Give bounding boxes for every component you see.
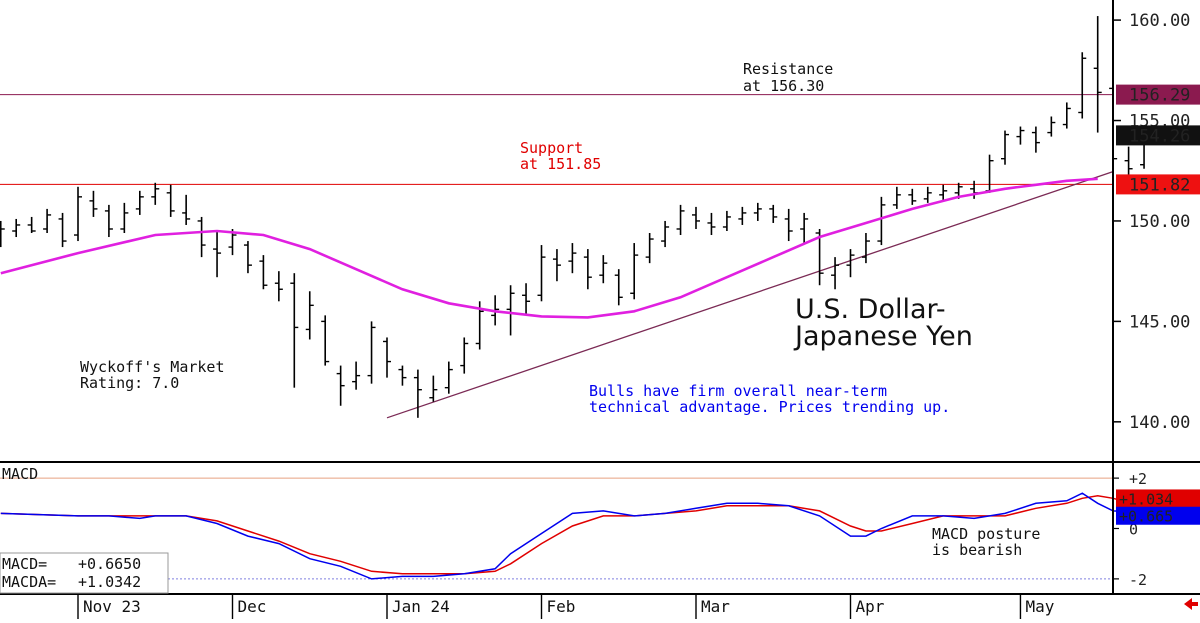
support-badge-label: 151.82 — [1129, 175, 1190, 195]
macd-tick-label: +2 — [1129, 470, 1147, 488]
date-tick-label: Nov 23 — [83, 597, 141, 616]
date-tick-label: Mar — [701, 597, 730, 616]
chart-title-line1: U.S. Dollar- — [795, 294, 946, 325]
macd-panel-label: MACD — [2, 465, 38, 483]
resistance-badge-label: 156.29 — [1129, 86, 1190, 106]
price-tick-label: 145.00 — [1129, 312, 1190, 332]
date-tick-label: Jan 24 — [392, 597, 450, 616]
macd-layer: +2 0 -2 +1.034+0.665 — [0, 470, 1200, 589]
last-price-badge-label: 154.26 — [1129, 126, 1190, 146]
macd-badge-label: +1.034 — [1119, 490, 1173, 508]
date-tick-label: Feb — [547, 597, 576, 616]
macd-readout-box — [0, 552, 169, 594]
macd-note-line1: MACD posture — [932, 525, 1040, 543]
last-price-badge-box — [1116, 125, 1200, 146]
comment-line2: technical advantage. Prices trending up. — [589, 398, 950, 416]
trendline — [386, 170, 1114, 419]
macda-readout-name: MACDA= — [2, 573, 56, 591]
price-tick-label: 160.00 — [1129, 11, 1190, 31]
macd-badge-label: +0.665 — [1119, 508, 1173, 526]
resistance-note-line2: at 156.30 — [743, 77, 824, 95]
rating-line2: Rating: 7.0 — [80, 374, 179, 392]
support-badge-box — [1116, 174, 1200, 195]
resistance-note-line1: Resistance — [743, 60, 833, 78]
macd-line — [0, 492, 1129, 580]
support-note-line2: at 151.85 — [520, 155, 601, 173]
date-tick-label: Apr — [856, 597, 885, 616]
moving-average-line — [0, 177, 1098, 319]
resistance-badge-box — [1116, 84, 1200, 105]
price-tick-label: 150.00 — [1129, 212, 1190, 232]
date-tick-label: Dec — [238, 597, 267, 616]
comment-line1: Bulls have firm overall near-term — [589, 382, 887, 400]
macd-badge-box — [1116, 506, 1200, 525]
macd-badge-box — [1116, 489, 1200, 508]
macda-readout-value: +1.0342 — [78, 573, 141, 591]
reference-lines — [0, 94, 1114, 419]
moving-average-layer — [0, 177, 1098, 319]
back-arrow-icon[interactable] — [1184, 598, 1198, 610]
date-tick-label: May — [1025, 597, 1054, 616]
rating-line1: Wyckoff's Market — [80, 358, 225, 376]
macd-note-line2: is bearish — [932, 541, 1022, 559]
macd-tick-label: -2 — [1129, 571, 1147, 589]
macd-tick-label: 0 — [1129, 521, 1138, 539]
macd-readout-value: +0.6650 — [78, 555, 141, 573]
price-tick-label: 140.00 — [1129, 413, 1190, 433]
support-note-line1: Support — [520, 139, 583, 157]
chart-title-line2: Japanese Yen — [793, 321, 973, 352]
macd-readout-name: MACD= — [2, 555, 47, 573]
